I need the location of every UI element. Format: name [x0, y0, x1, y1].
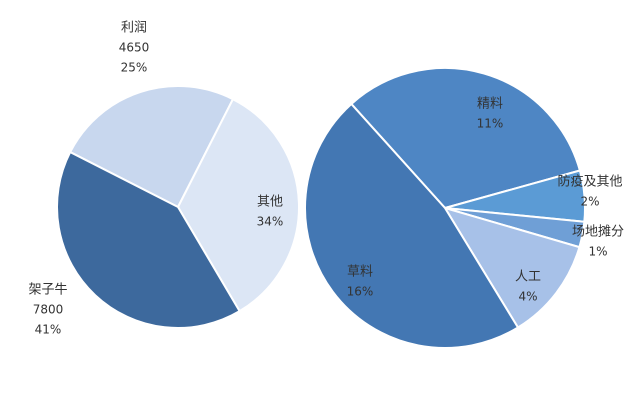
pie-slice — [68, 85, 235, 209]
pie-slice — [304, 102, 520, 349]
slice-label: 利润 — [121, 21, 147, 36]
slice-percent: 1% — [588, 245, 607, 259]
slice-amount: 7800 — [33, 303, 64, 317]
slice-percent: 41% — [35, 323, 62, 337]
slice-amount: 4650 — [119, 41, 150, 55]
slice-label: 场地摊分 — [572, 225, 624, 240]
slice-percent: 11% — [477, 117, 504, 131]
slice-label: 其他 — [257, 195, 283, 210]
slice-label: 架子牛 — [28, 283, 67, 298]
slice-percent: 25% — [121, 61, 148, 75]
slice-percent: 34% — [257, 215, 284, 229]
pie-slice — [442, 206, 581, 329]
slice-label: 草料 — [347, 265, 373, 280]
slice-label: 人工 — [515, 270, 541, 285]
slice-label: 精料 — [477, 97, 503, 112]
slice-percent: 4% — [518, 290, 537, 304]
slice-label: 防疫及其他 — [557, 174, 622, 190]
pie-slice — [56, 150, 241, 329]
pie-slice — [176, 97, 300, 313]
slice-percent: 2% — [580, 195, 599, 209]
pie-slice — [349, 67, 582, 210]
slice-percent: 16% — [347, 285, 374, 299]
